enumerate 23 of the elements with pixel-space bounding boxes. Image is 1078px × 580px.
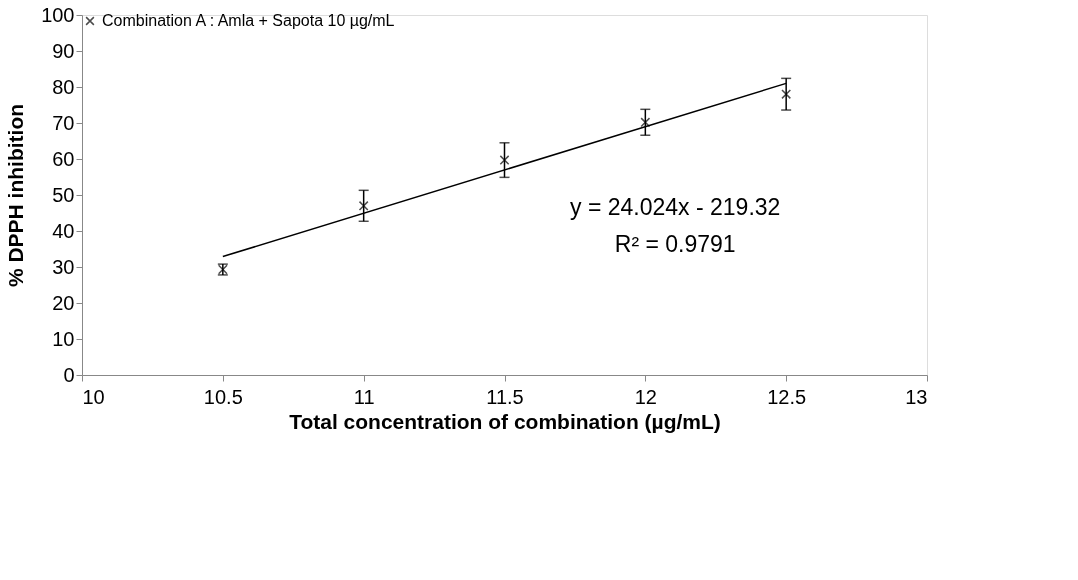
x-tick-label: 10: [82, 385, 105, 408]
x-tick-label: 11: [353, 385, 375, 408]
y-tick-label: 90: [52, 39, 75, 62]
annotation: y = 24.024x - 219.32: [570, 193, 781, 220]
y-axis-title: % DPPH inhibition: [4, 103, 28, 288]
y-tick-label: 0: [63, 363, 75, 386]
y-tick-label: 30: [52, 255, 75, 278]
y-tick-label: 50: [52, 183, 75, 206]
y-tick-label: 10: [52, 327, 75, 350]
y-tick-label: 60: [52, 147, 75, 170]
x-axis-title: Total concentration of combination (µg/mL): [289, 409, 721, 433]
y-tick-label: 100: [41, 3, 75, 26]
y-tick-label: 70: [52, 111, 75, 134]
y-tick-label: 20: [52, 291, 75, 314]
y-tick-label: 80: [52, 75, 75, 98]
x-tick-label: 11.5: [486, 385, 524, 408]
y-tick-label: 40: [52, 219, 75, 242]
legend-label: Combination A : Amla + Sapota 10 µg/mL: [102, 12, 395, 29]
x-tick-label: 10.5: [203, 385, 243, 408]
x-tick-label: 12: [634, 385, 657, 408]
x-tick-label: 12.5: [767, 385, 807, 408]
annotation: R² = 0.9791: [614, 230, 736, 257]
x-tick-label: 13: [905, 385, 928, 408]
